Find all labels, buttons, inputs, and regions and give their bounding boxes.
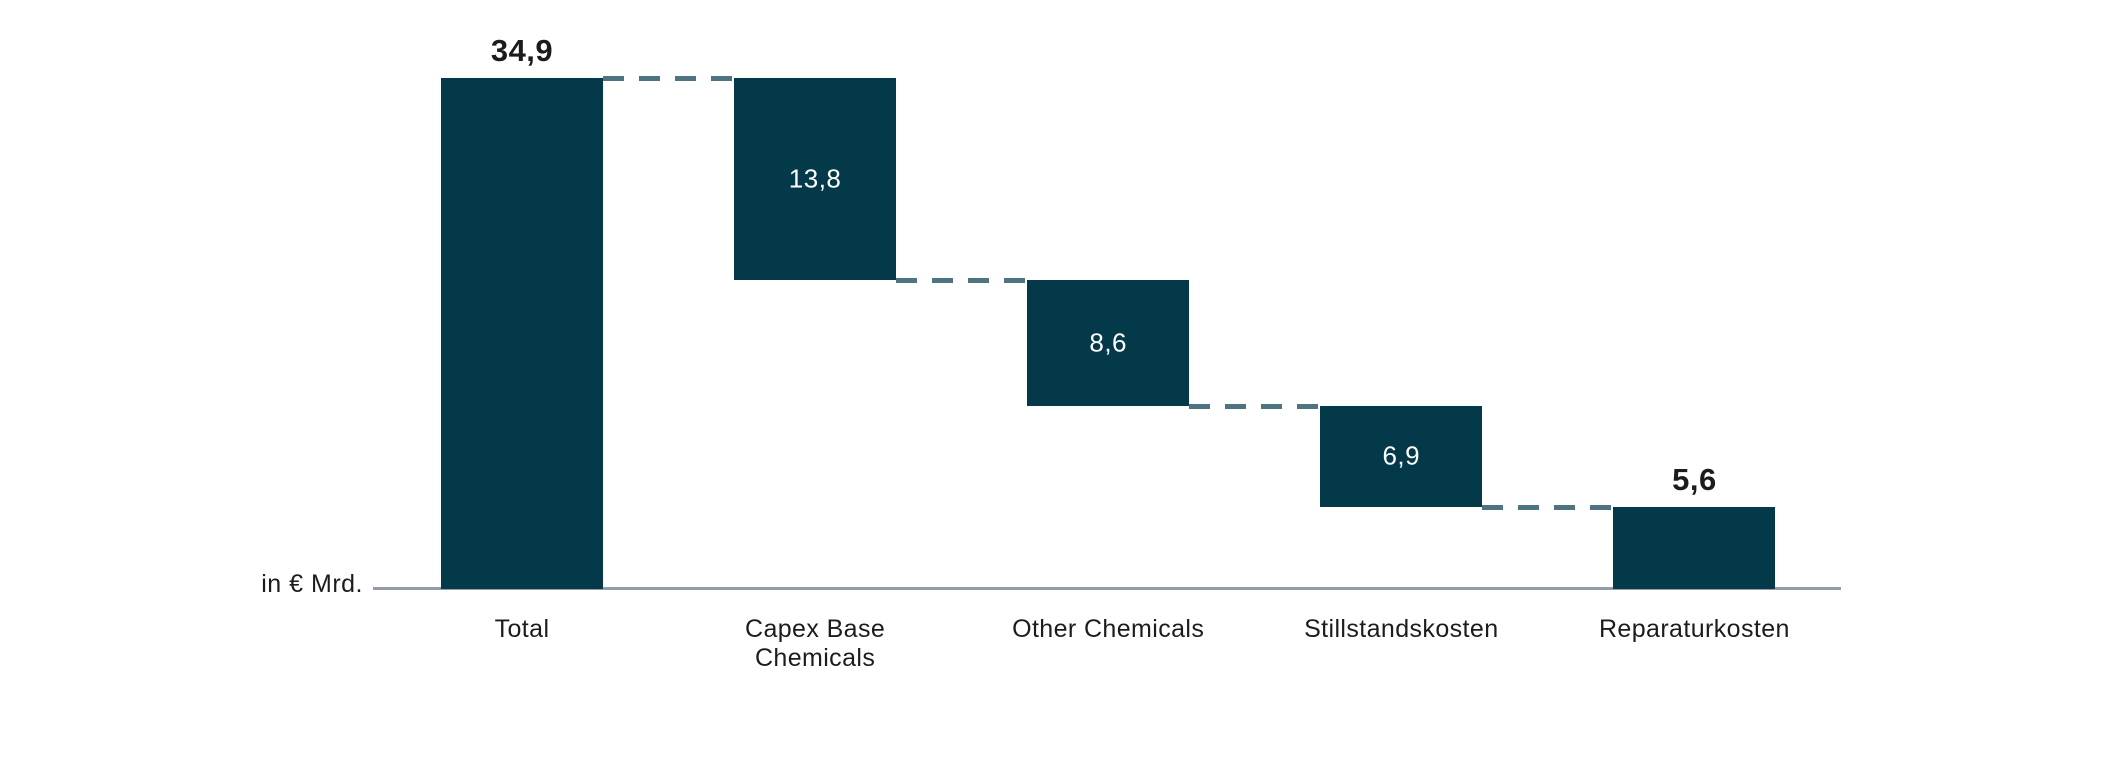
category-label-capex-base-chemicals: Capex Base Chemicals xyxy=(744,615,886,672)
value-label-reparaturkosten: 5,6 xyxy=(1672,462,1717,498)
bar-stillstandskosten xyxy=(1320,405,1483,507)
category-label-total: Total xyxy=(494,615,550,643)
bar-other-chemicals xyxy=(1027,280,1190,406)
category-label-other-chemicals: Other Chemicals xyxy=(1012,615,1205,643)
connector-dashed-line-1 xyxy=(603,75,735,81)
connector-dashed-line-4 xyxy=(1482,505,1614,510)
bar-reparaturkosten xyxy=(1613,507,1776,589)
bar-capex-base-chemicals xyxy=(734,77,897,281)
value-label-stillstandskosten: 6,9 xyxy=(1382,440,1421,471)
bar-total xyxy=(441,77,603,589)
value-label-total: 34,9 xyxy=(490,33,554,68)
x-axis-line xyxy=(373,587,1841,590)
connector-dashed-line-3 xyxy=(1189,403,1321,409)
value-label-other-chemicals: 8,6 xyxy=(1089,327,1128,358)
category-label-stillstandskosten: Stillstandskosten xyxy=(1304,615,1499,643)
axis-unit-label: in € Mrd. xyxy=(261,570,363,598)
value-label-capex-base-chemicals: 13,8 xyxy=(788,163,842,194)
category-label-reparaturkosten: Reparaturkosten xyxy=(1598,615,1790,643)
connector-dashed-line-2 xyxy=(896,278,1028,284)
